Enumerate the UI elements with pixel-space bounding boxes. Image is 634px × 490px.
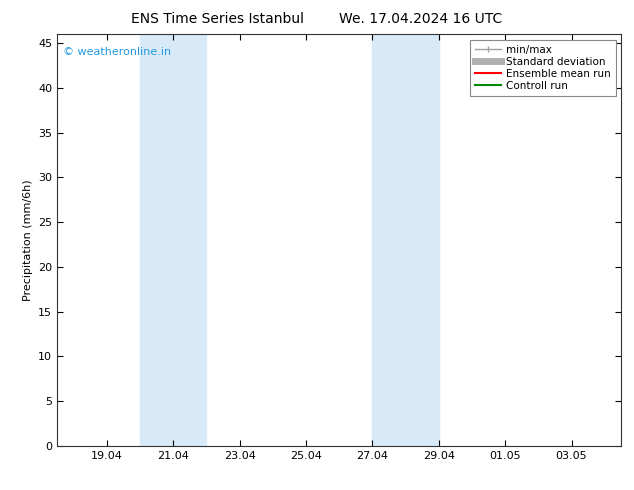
Text: ENS Time Series Istanbul        We. 17.04.2024 16 UTC: ENS Time Series Istanbul We. 17.04.2024 … [131, 12, 503, 26]
Bar [372, 34, 406, 446]
Legend: min/max, Standard deviation, Ensemble mean run, Controll run: min/max, Standard deviation, Ensemble me… [470, 40, 616, 96]
Bar [173, 34, 207, 446]
Bar [406, 34, 439, 446]
Text: © weatheronline.in: © weatheronline.in [63, 47, 171, 57]
Bar [140, 34, 173, 446]
Y-axis label: Precipitation (mm/6h): Precipitation (mm/6h) [23, 179, 32, 301]
